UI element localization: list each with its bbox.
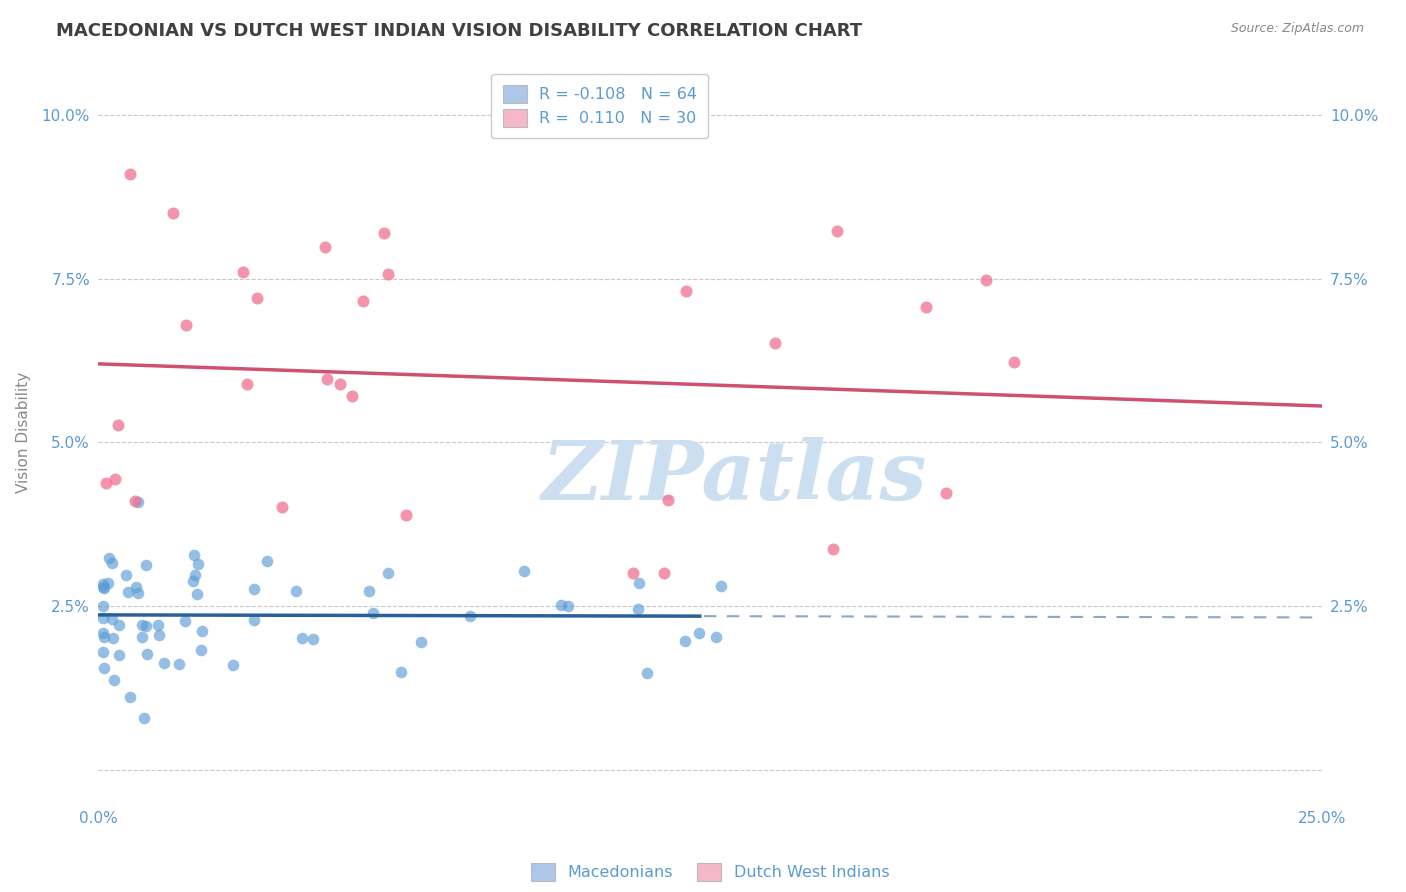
Point <box>636 666 658 681</box>
Legend: Macedonians, Dutch West Indians: Macedonians, Dutch West Indians <box>523 855 897 888</box>
Point <box>148 618 170 632</box>
Point <box>704 630 727 644</box>
Text: ZIPatlas: ZIPatlas <box>541 437 927 517</box>
Point <box>974 273 997 287</box>
Point <box>190 643 212 657</box>
Point <box>134 711 156 725</box>
Text: Source: ZipAtlas.com: Source: ZipAtlas.com <box>1230 22 1364 36</box>
Point <box>391 665 413 679</box>
Point <box>135 619 157 633</box>
Point <box>1002 355 1025 369</box>
Point <box>825 223 848 237</box>
Point <box>181 574 204 588</box>
Point <box>458 608 481 623</box>
Point <box>242 582 264 596</box>
Point <box>91 577 114 591</box>
Point <box>914 300 936 314</box>
Point <box>621 566 644 581</box>
Point <box>316 372 339 386</box>
Point <box>93 661 115 675</box>
Point <box>550 598 572 612</box>
Point <box>93 630 115 644</box>
Point <box>284 584 307 599</box>
Point <box>167 657 190 672</box>
Point <box>148 628 170 642</box>
Point <box>117 585 139 599</box>
Point <box>96 575 118 590</box>
Point <box>628 576 651 591</box>
Point <box>291 631 314 645</box>
Point <box>173 615 195 629</box>
Point <box>101 631 124 645</box>
Point <box>222 657 245 672</box>
Point <box>174 318 197 332</box>
Point <box>242 613 264 627</box>
Point <box>688 626 710 640</box>
Y-axis label: Vision Disability: Vision Disability <box>15 372 31 493</box>
Point <box>626 601 648 615</box>
Point <box>934 485 956 500</box>
Point <box>103 673 125 687</box>
Point <box>256 554 278 568</box>
Point <box>673 633 696 648</box>
Point <box>131 618 153 632</box>
Point <box>675 284 697 298</box>
Point <box>91 580 114 594</box>
Point <box>184 568 207 582</box>
Point <box>301 632 323 646</box>
Point <box>101 556 124 570</box>
Point <box>270 500 292 515</box>
Point <box>94 475 117 490</box>
Point <box>314 240 336 254</box>
Point <box>91 645 114 659</box>
Point <box>246 291 269 305</box>
Point <box>329 376 352 391</box>
Point <box>377 267 399 281</box>
Point <box>93 581 115 595</box>
Point <box>710 578 733 592</box>
Point <box>395 508 418 522</box>
Point <box>98 551 121 566</box>
Point <box>115 567 138 582</box>
Point <box>127 495 149 509</box>
Point <box>352 293 374 308</box>
Point <box>513 564 536 578</box>
Point <box>153 656 176 670</box>
Point <box>107 418 129 433</box>
Point <box>657 493 679 508</box>
Point <box>763 335 786 350</box>
Point <box>120 167 142 181</box>
Point <box>373 226 395 240</box>
Point <box>127 586 149 600</box>
Point <box>232 265 254 279</box>
Point <box>361 606 384 620</box>
Point <box>652 566 675 581</box>
Point <box>101 612 124 626</box>
Point <box>357 583 380 598</box>
Point <box>821 541 844 556</box>
Point <box>91 625 114 640</box>
Point <box>91 610 114 624</box>
Point <box>183 548 205 562</box>
Point <box>342 389 364 403</box>
Point <box>557 599 579 613</box>
Point <box>135 558 157 572</box>
Point <box>377 566 399 580</box>
Point <box>104 472 127 486</box>
Point <box>235 377 257 392</box>
Point <box>131 631 153 645</box>
Text: MACEDONIAN VS DUTCH WEST INDIAN VISION DISABILITY CORRELATION CHART: MACEDONIAN VS DUTCH WEST INDIAN VISION D… <box>56 22 862 40</box>
Point <box>125 580 148 594</box>
Point <box>107 648 129 662</box>
Point <box>186 587 208 601</box>
Point <box>136 647 159 661</box>
Point <box>91 599 114 613</box>
Point <box>411 634 433 648</box>
Point <box>124 494 146 508</box>
Point <box>108 618 131 632</box>
Point <box>187 558 209 572</box>
Point <box>191 624 214 638</box>
Point <box>118 690 141 704</box>
Point <box>162 206 184 220</box>
